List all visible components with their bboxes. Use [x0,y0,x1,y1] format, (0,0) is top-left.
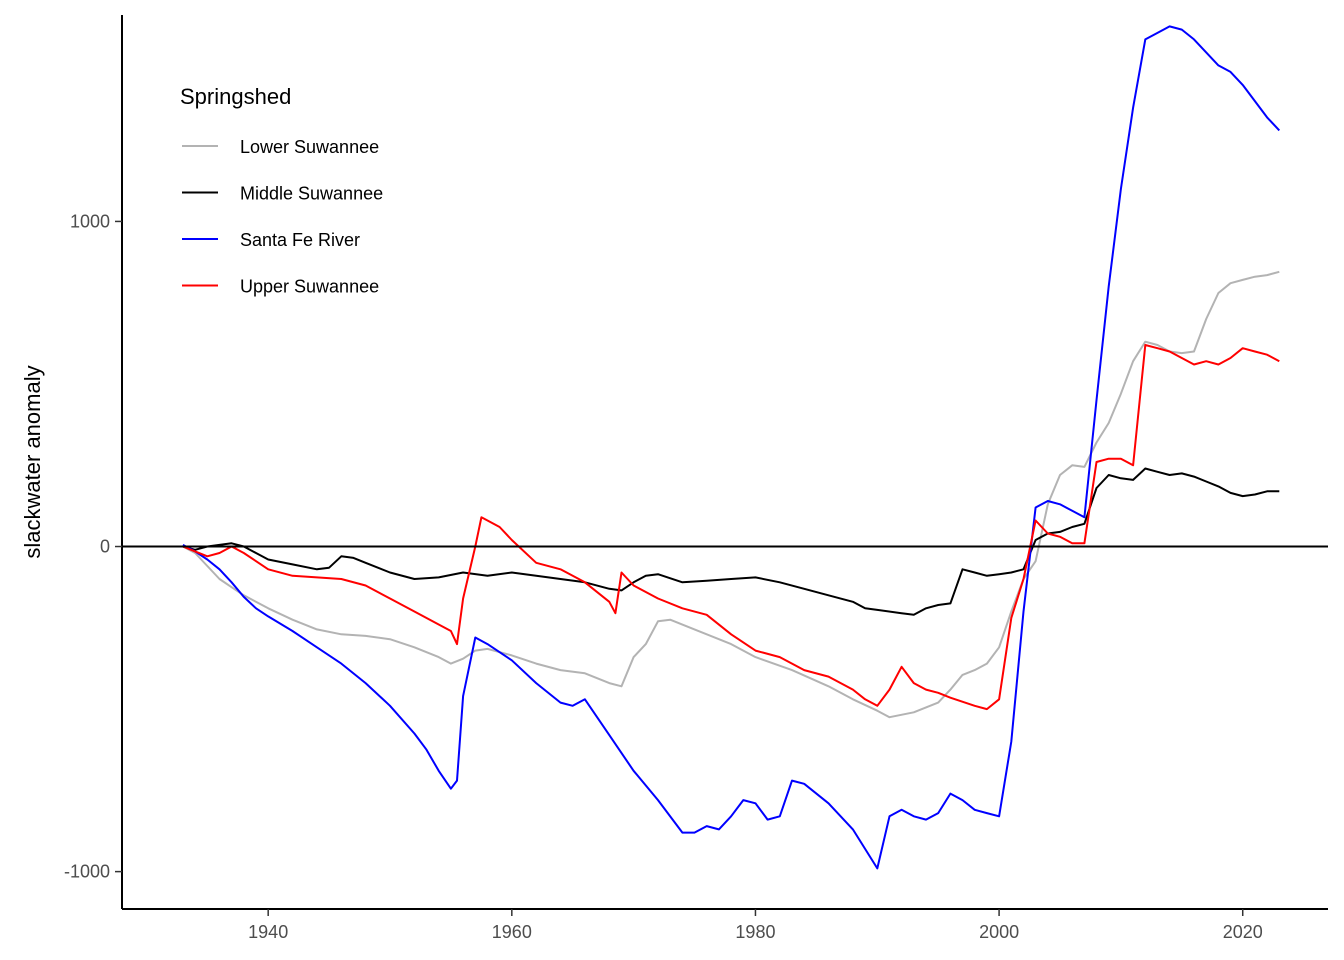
x-tick-label: 1940 [248,922,288,942]
y-axis-title: slackwater anomaly [20,365,45,558]
x-tick-label: 1980 [735,922,775,942]
legend-label: Lower Suwannee [240,137,379,157]
series-line-2 [182,25,1281,870]
legend: Springshed Lower Suwannee Middle Suwannee… [180,84,383,297]
series-line-1 [182,467,1280,616]
legend-label: Middle Suwannee [240,184,383,204]
legend-label: Upper Suwannee [240,277,379,297]
legend-items: Lower Suwannee Middle Suwannee Santa Fe Ri… [182,137,383,297]
y-tick-label: 0 [100,537,110,557]
y-tick-label: 1000 [70,211,110,231]
legend-title: Springshed [180,84,291,109]
x-axis-ticks: 1940 1960 1980 2000 2020 [248,909,1263,942]
y-tick-label: -1000 [64,862,110,882]
legend-label: Santa Fe River [240,230,360,250]
series-line-3 [182,344,1280,711]
series-layer [182,25,1281,870]
y-axis-ticks: -1000 0 1000 [64,211,122,882]
series-line-0 [182,270,1280,719]
x-tick-label: 2020 [1223,922,1263,942]
x-tick-label: 2000 [979,922,1019,942]
x-tick-label: 1960 [492,922,532,942]
